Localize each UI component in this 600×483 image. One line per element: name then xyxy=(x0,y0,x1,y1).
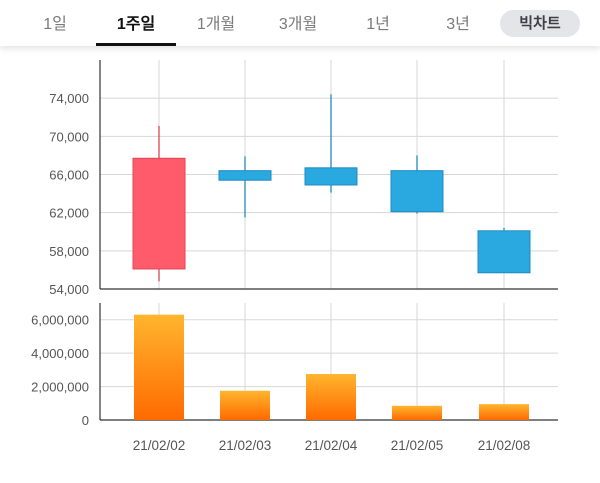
candle-body xyxy=(132,157,186,270)
x-tick-label: 21/02/04 xyxy=(305,438,358,453)
bigchart-button[interactable]: 빅차트 xyxy=(500,10,580,37)
price-y-tick-label: 58,000 xyxy=(49,244,89,259)
price-y-tick-label: 74,000 xyxy=(49,91,89,106)
tab-3month[interactable]: 3개월 xyxy=(278,16,318,33)
period-tab-bar: 1일 1주일 1개월 3개월 1년 3년 빅차트 xyxy=(0,0,600,46)
tab-1day[interactable]: 1일 xyxy=(43,16,67,33)
candle-body xyxy=(477,230,531,274)
volume-bar xyxy=(392,405,442,420)
candle-body xyxy=(218,170,272,181)
price-y-tick-label: 54,000 xyxy=(49,282,89,297)
volume-bar xyxy=(220,390,270,420)
tab-1month[interactable]: 1개월 xyxy=(196,16,236,33)
price-y-tick-label: 62,000 xyxy=(49,206,89,221)
volume-y-tick-label: 6,000,000 xyxy=(31,313,89,328)
volume-bar xyxy=(306,374,356,420)
active-tab-indicator xyxy=(96,43,176,46)
volume-bar xyxy=(134,314,184,420)
price-y-tick-label: 66,000 xyxy=(49,168,89,183)
x-tick-label: 21/02/03 xyxy=(219,438,272,453)
volume-y-tick-label: 4,000,000 xyxy=(31,346,89,361)
tab-3year[interactable]: 3년 xyxy=(446,16,470,33)
candle-body xyxy=(304,167,358,186)
price-y-tick-label: 70,000 xyxy=(49,129,89,144)
volume-bar xyxy=(479,404,529,420)
candle-body xyxy=(390,170,444,213)
tab-1week[interactable]: 1주일 xyxy=(116,16,156,33)
volume-y-tick-label: 2,000,000 xyxy=(31,380,89,395)
tab-1year[interactable]: 1년 xyxy=(366,16,390,33)
x-tick-label: 21/02/08 xyxy=(478,438,531,453)
x-tick-label: 21/02/05 xyxy=(391,438,444,453)
x-tick-label: 21/02/02 xyxy=(133,438,186,453)
volume-y-tick-label: 0 xyxy=(82,413,89,428)
